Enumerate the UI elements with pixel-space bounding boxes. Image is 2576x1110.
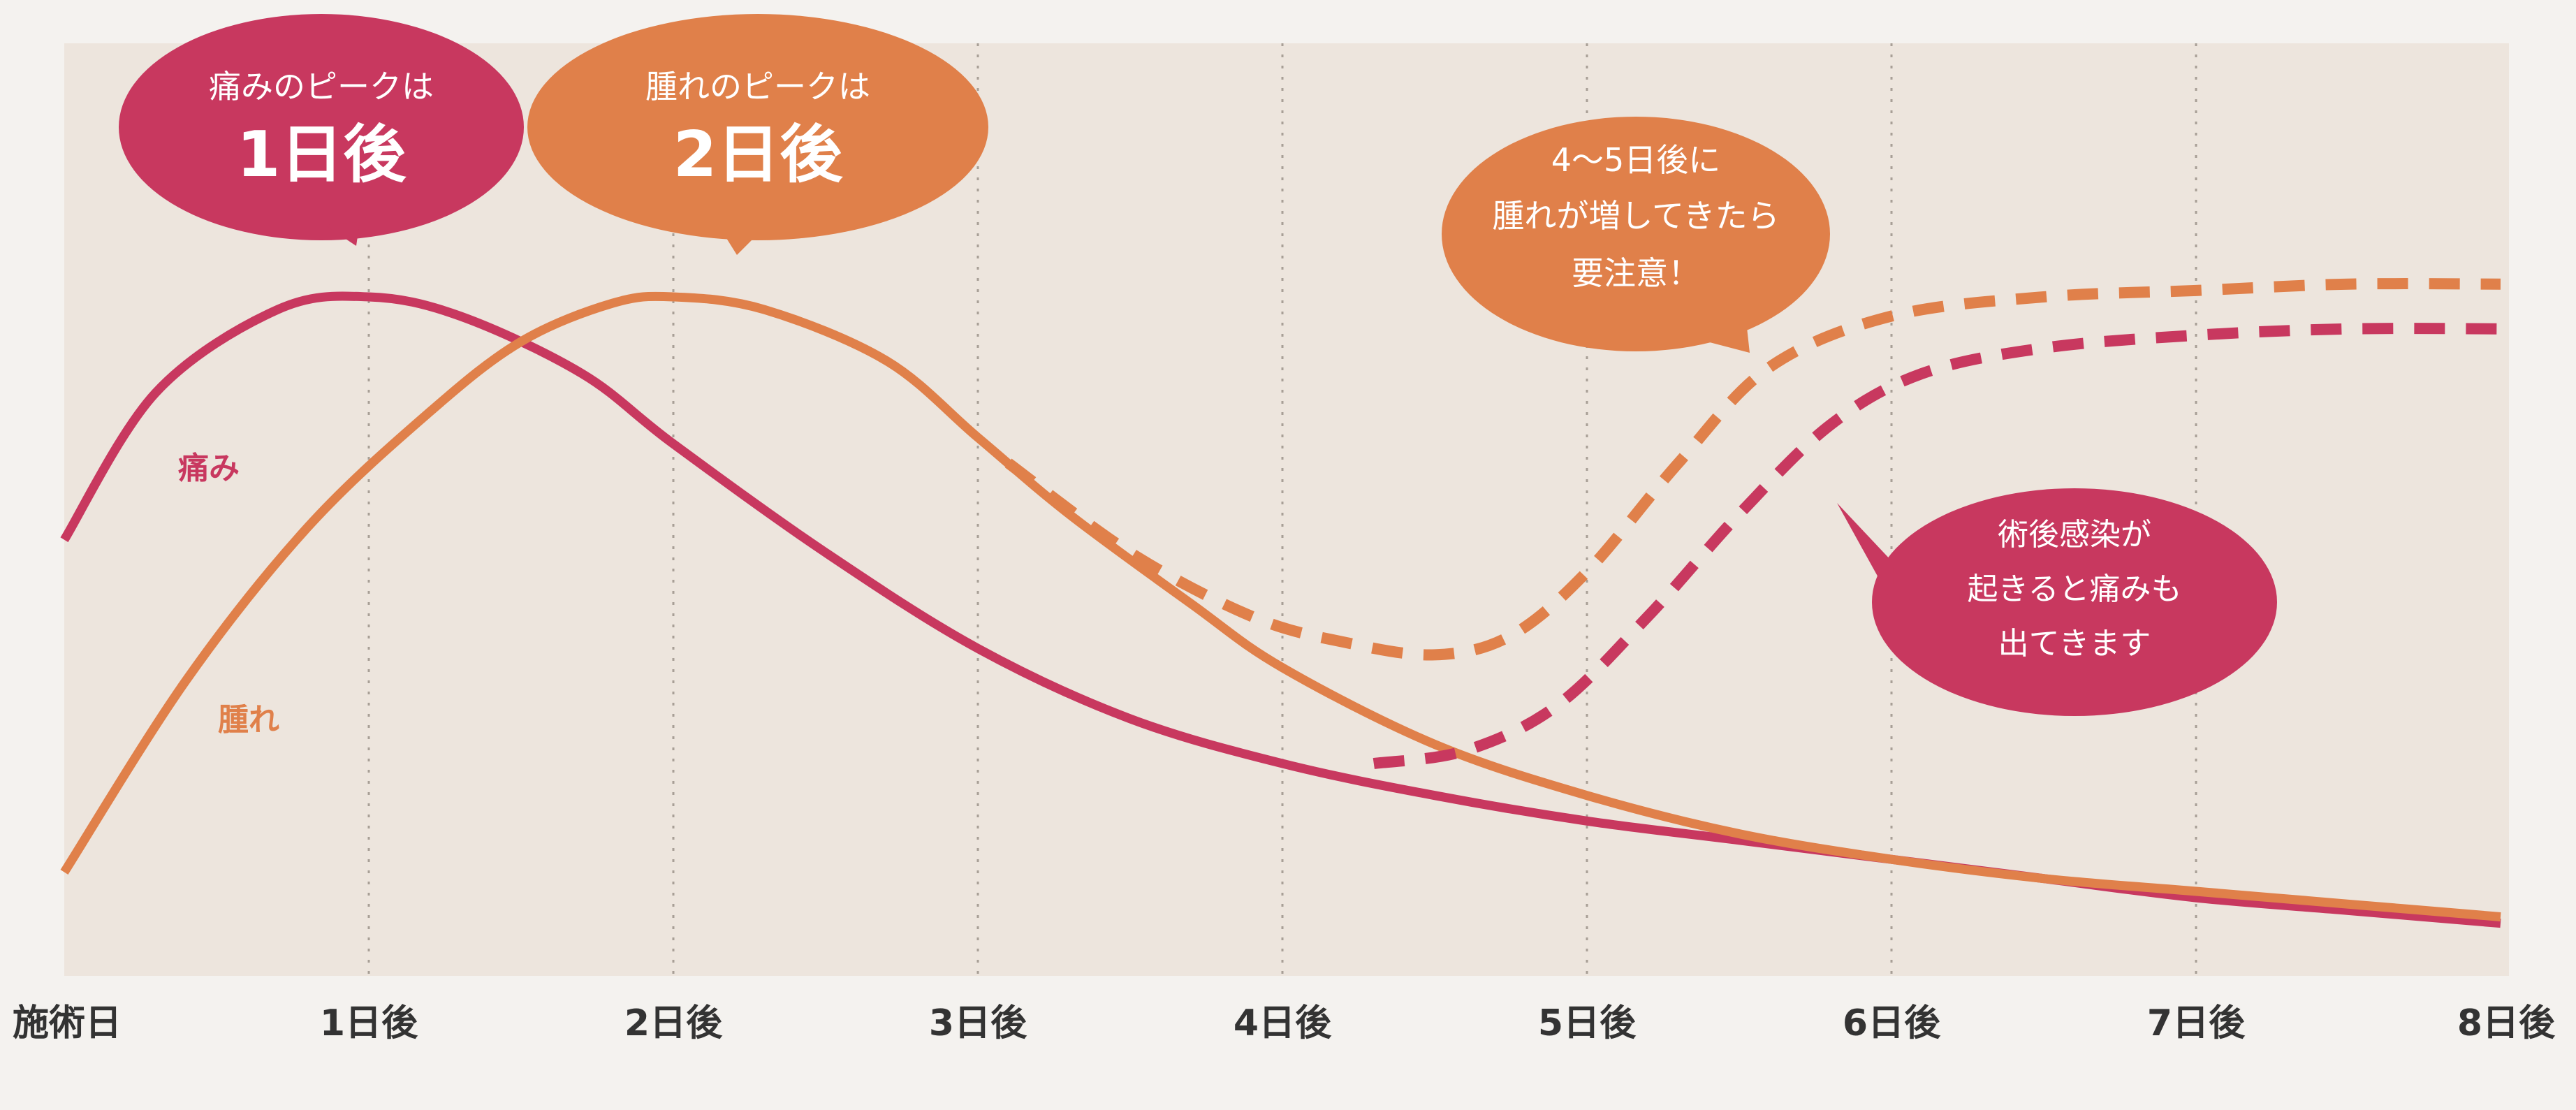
callout-bubble	[1872, 488, 2277, 716]
series-line-2-dashed	[1004, 278, 2501, 661]
callout-text-line-2: 要注意！	[1572, 254, 1700, 292]
callout-tail	[325, 222, 360, 246]
series-lines	[60, 278, 2501, 928]
callout-text-line-1: 起きると痛みも	[1967, 571, 2181, 607]
x-tick-label-8: 8日後	[2457, 1002, 2556, 1044]
callout-text-line-0: 痛みのピークは	[209, 68, 434, 105]
callout-text-line-1: 腫れが増してきたら	[1492, 197, 1779, 235]
callout-pain-peak: 痛みのピークは 1日後	[119, 14, 524, 246]
callout-bubble	[527, 14, 988, 240]
callout-text-line-0: 4〜5日後に	[1551, 141, 1721, 179]
callout-tail	[719, 227, 761, 255]
series-line-3-dashed	[1373, 323, 2501, 769]
x-tick-label-0: 施術日	[13, 1002, 122, 1044]
callout-bubble	[1442, 117, 1830, 351]
callout-text-line-2: 出てきます	[1998, 626, 2151, 662]
callout-text-line-0: 腫れのピークは	[645, 68, 870, 105]
x-tick-label-1: 1日後	[320, 1002, 418, 1044]
series-label-0: 痛み	[178, 451, 240, 486]
callout-swelling-peak: 腫れのピークは 2日後	[527, 14, 988, 255]
callout-bubble	[119, 14, 524, 240]
callout-tail	[1837, 503, 1894, 606]
series-label-1: 腫れ	[218, 702, 279, 738]
x-tick-labels: 施術日 1日後 2日後 3日後 4日後 5日後 6日後 7日後 8日後	[13, 1002, 2556, 1044]
x-tick-label-4: 4日後	[1234, 1002, 1332, 1044]
x-tick-label-7: 7日後	[2147, 1002, 2246, 1044]
callout-tail	[1704, 321, 1750, 353]
callout-text-line-0: 術後感染が	[1998, 517, 2151, 553]
callout-text-line-1: 1日後	[237, 118, 407, 191]
x-tick-label-3: 3日後	[929, 1002, 1027, 1044]
x-tick-label-2: 2日後	[624, 1002, 723, 1044]
x-tick-label-5: 5日後	[1538, 1002, 1637, 1044]
x-tick-label-6: 6日後	[1843, 1002, 1941, 1044]
callout-text-line-1: 2日後	[673, 118, 844, 191]
